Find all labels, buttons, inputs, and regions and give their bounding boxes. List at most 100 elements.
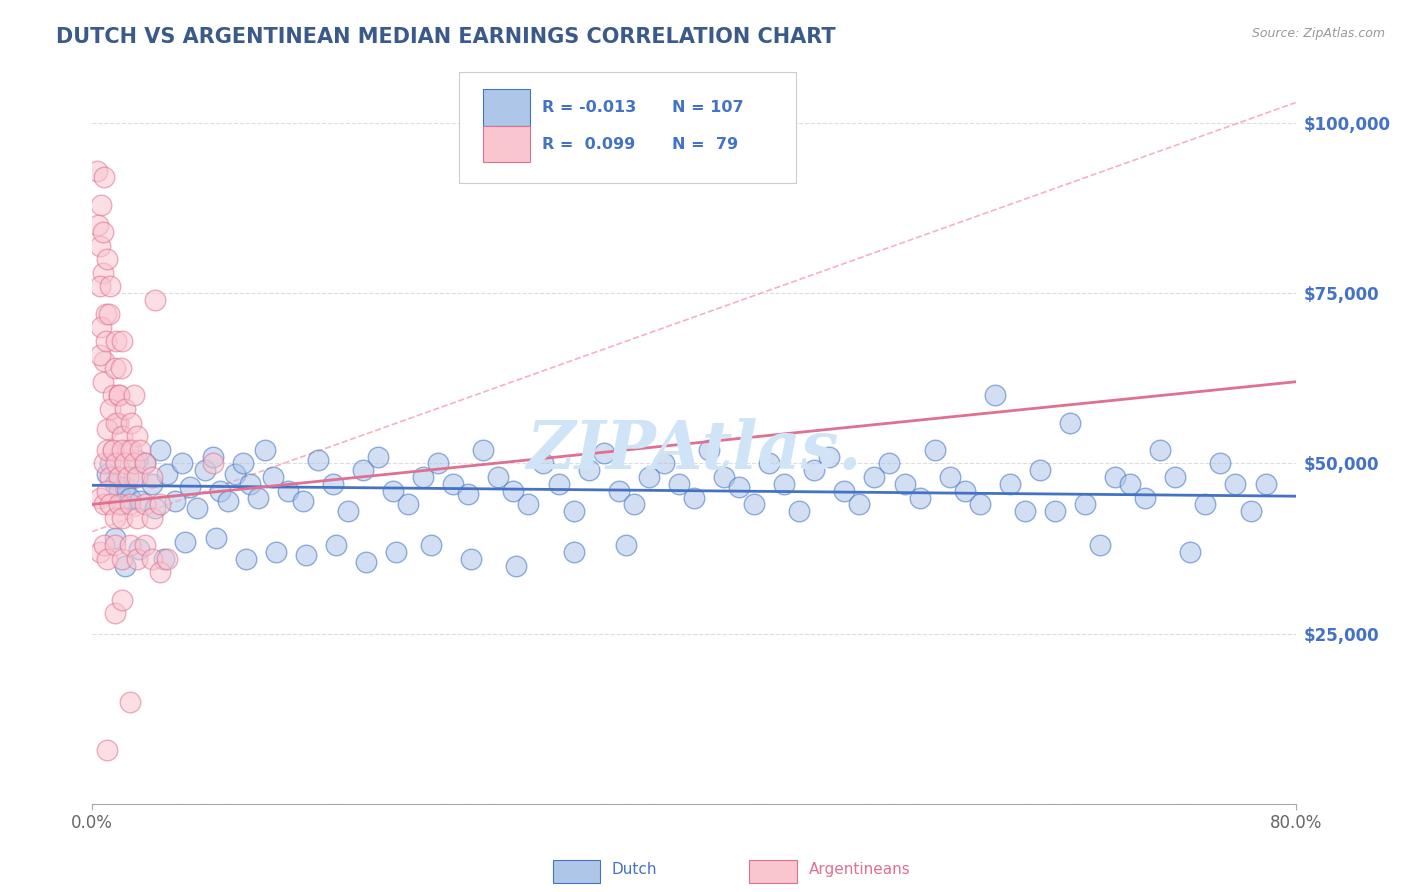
- Point: [91, 225, 114, 239]
- Point: [246, 491, 269, 505]
- Point: [179, 480, 201, 494]
- Point: [201, 457, 224, 471]
- Point: [98, 497, 121, 511]
- Point: [607, 483, 630, 498]
- Point: [217, 494, 239, 508]
- Point: [163, 494, 186, 508]
- Point: [1225, 477, 1247, 491]
- Point: [127, 453, 149, 467]
- Point: [127, 511, 149, 525]
- Point: [472, 442, 495, 457]
- Point: [325, 538, 347, 552]
- Point: [232, 457, 254, 471]
- Point: [277, 483, 299, 498]
- Point: [156, 467, 179, 481]
- Point: [141, 511, 163, 525]
- Point: [1209, 457, 1232, 471]
- Point: [1194, 497, 1216, 511]
- Point: [652, 457, 675, 471]
- Point: [120, 416, 142, 430]
- Point: [186, 500, 208, 515]
- Point: [172, 457, 194, 471]
- Point: [128, 541, 150, 556]
- Point: [124, 470, 146, 484]
- Point: [129, 494, 152, 508]
- Point: [93, 497, 115, 511]
- Point: [834, 483, 856, 498]
- Point: [547, 477, 569, 491]
- Point: [114, 480, 136, 494]
- Point: [460, 551, 482, 566]
- Point: [1104, 470, 1126, 484]
- Point: [879, 457, 901, 471]
- Point: [94, 334, 117, 348]
- FancyBboxPatch shape: [484, 127, 530, 162]
- Point: [90, 198, 112, 212]
- Point: [89, 238, 111, 252]
- Point: [1164, 470, 1187, 484]
- Point: [98, 470, 121, 484]
- Point: [614, 538, 637, 552]
- Point: [89, 491, 111, 505]
- Point: [533, 457, 555, 471]
- Point: [153, 551, 176, 566]
- Point: [419, 538, 441, 552]
- Point: [938, 470, 960, 484]
- Point: [108, 388, 131, 402]
- Point: [89, 545, 111, 559]
- Point: [668, 477, 690, 491]
- Point: [758, 457, 780, 471]
- Point: [1180, 545, 1202, 559]
- Point: [134, 457, 156, 471]
- Point: [592, 446, 614, 460]
- Point: [111, 551, 134, 566]
- Point: [773, 477, 796, 491]
- Point: [86, 163, 108, 178]
- Point: [124, 388, 146, 402]
- Text: DUTCH VS ARGENTINEAN MEDIAN EARNINGS CORRELATION CHART: DUTCH VS ARGENTINEAN MEDIAN EARNINGS COR…: [56, 27, 835, 46]
- Point: [104, 477, 127, 491]
- Point: [1059, 416, 1081, 430]
- Point: [120, 442, 142, 457]
- Point: [683, 491, 706, 505]
- Point: [156, 551, 179, 566]
- Point: [89, 279, 111, 293]
- Point: [107, 416, 129, 430]
- Point: [108, 483, 131, 498]
- Point: [91, 375, 114, 389]
- Point: [517, 497, 540, 511]
- Point: [143, 293, 166, 307]
- FancyBboxPatch shape: [460, 72, 796, 183]
- Point: [96, 442, 118, 457]
- Point: [457, 487, 479, 501]
- Point: [104, 538, 127, 552]
- Point: [93, 170, 115, 185]
- Point: [98, 402, 121, 417]
- Point: [1149, 442, 1171, 457]
- Point: [354, 555, 377, 569]
- Point: [264, 545, 287, 559]
- Point: [98, 279, 121, 293]
- Point: [863, 470, 886, 484]
- Point: [441, 477, 464, 491]
- Point: [1254, 477, 1277, 491]
- Point: [111, 429, 134, 443]
- Point: [1135, 491, 1157, 505]
- Point: [96, 467, 118, 481]
- Point: [396, 497, 419, 511]
- Point: [114, 457, 136, 471]
- Point: [141, 477, 163, 491]
- Point: [984, 388, 1007, 402]
- Point: [96, 483, 118, 498]
- Point: [89, 347, 111, 361]
- Point: [93, 457, 115, 471]
- Point: [90, 320, 112, 334]
- Point: [1029, 463, 1052, 477]
- Point: [141, 470, 163, 484]
- Point: [118, 491, 141, 505]
- Point: [194, 463, 217, 477]
- Point: [262, 470, 284, 484]
- Point: [127, 470, 149, 484]
- Point: [412, 470, 434, 484]
- Point: [239, 477, 262, 491]
